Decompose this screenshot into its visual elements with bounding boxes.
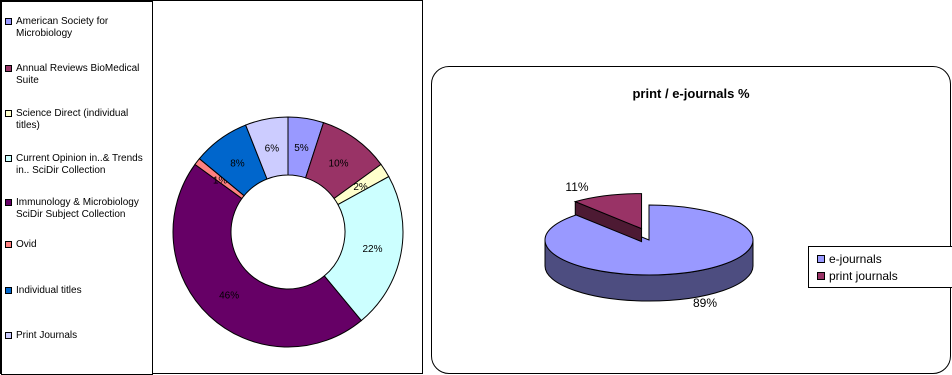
legend-label: Current Opinion in..& Trends in.. SciDir… — [16, 153, 143, 176]
legend-label: Immunology & Microbiology SciDir Subject… — [16, 197, 139, 220]
pie-data-label-print-journals: 11% — [565, 180, 588, 194]
doughnut-data-label: 6% — [265, 144, 280, 155]
doughnut-chart-panel: American Society for Microbiology Annual … — [0, 0, 423, 375]
legend-label: Individual titles — [16, 285, 82, 296]
legend-swatch — [5, 332, 12, 339]
legend-swatch — [817, 255, 825, 263]
doughnut-data-label: 46% — [219, 291, 239, 302]
legend-label: Ovid — [16, 239, 37, 250]
pie-legend: e-journals print journals — [808, 246, 952, 288]
legend-swatch — [5, 110, 12, 117]
legend-swatch — [5, 241, 12, 248]
doughnut-data-label: 5% — [294, 143, 309, 154]
doughnut-data-label: 8% — [230, 158, 245, 169]
legend-swatch — [817, 272, 825, 280]
legend-label: Science Direct (individual titles) — [16, 108, 129, 131]
doughnut-data-label: 1% — [213, 175, 228, 186]
pie-chart-panel: print / e-journals % 11% 89% e-journals pr… — [431, 66, 952, 374]
pie-data-label-e-journals: 89% — [693, 296, 717, 310]
doughnut-data-label: 22% — [362, 244, 382, 255]
legend-swatch — [5, 65, 12, 72]
legend-label: Annual Reviews BioMedical Suite — [16, 63, 140, 86]
pie-chart-title: print / e-journals % — [632, 86, 750, 101]
legend-swatch — [5, 18, 12, 25]
doughnut-slice-print-journals — [245, 116, 289, 180]
legend-label: American Society for Microbiology — [16, 16, 109, 39]
legend-label: print journals — [829, 269, 898, 283]
doughnut-data-label: 2% — [353, 182, 368, 193]
legend-swatch — [5, 199, 12, 206]
legend-label: Print Journals — [16, 330, 78, 341]
doughnut-slice-immunology-microbiology-scidir-subject-collection — [172, 163, 363, 348]
doughnut-data-label: 10% — [329, 158, 349, 169]
pie-chart: 11% 89% — [544, 180, 754, 310]
doughnut-slice-current-opinion-in-trends-in-scidir-collection — [323, 175, 404, 322]
pie-slice-print-journals — [573, 193, 643, 230]
doughnut-chart: 5% 10% 2% 22% 46% 1%8% 6% — [172, 116, 404, 348]
doughnut-legend: American Society for Microbiology Annual … — [1, 1, 153, 375]
legend-swatch — [5, 155, 12, 162]
legend-label: e-journals — [829, 252, 882, 266]
legend-swatch — [5, 287, 12, 294]
